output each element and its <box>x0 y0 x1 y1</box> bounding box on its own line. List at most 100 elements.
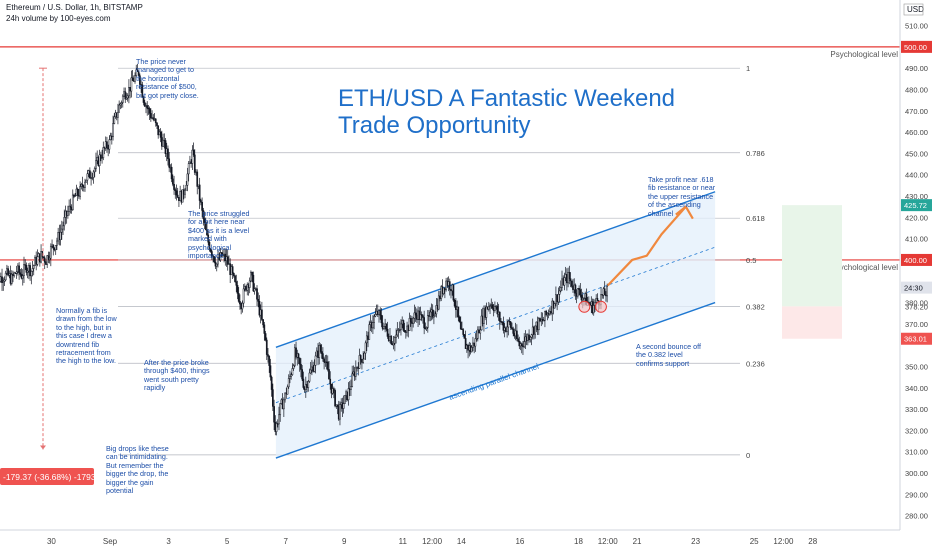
price-badge <box>901 40 932 53</box>
candle-body <box>453 299 456 307</box>
candle-body <box>217 257 219 265</box>
note-break-400: After the price broke through $400, thin… <box>144 358 210 393</box>
candle-body <box>433 315 435 318</box>
candle-body <box>113 116 116 124</box>
candle-body <box>175 190 178 196</box>
candle-body <box>263 324 266 334</box>
ascending-channel[interactable]: ascending parallel channel <box>275 191 716 459</box>
candle-body <box>204 222 207 231</box>
time-axis[interactable]: 30 Sep 3 5 7 9 11 12:00 14 16 18 12:00 21 23 25 12:00 28 <box>47 537 818 546</box>
candle-body <box>232 273 235 277</box>
candle-body <box>56 240 58 246</box>
candle-body <box>167 148 169 160</box>
candle-body <box>326 361 329 370</box>
candle-body <box>268 356 271 366</box>
candle-body <box>300 363 302 370</box>
candle-body <box>506 326 508 332</box>
bounce-marker <box>578 300 591 313</box>
candle-body <box>284 392 286 401</box>
fib-label: 0 <box>746 451 750 460</box>
currency-label: USD <box>907 5 924 14</box>
candle-body <box>261 309 263 320</box>
candle-body <box>168 158 171 168</box>
candle-body <box>544 310 546 321</box>
candle-body <box>373 316 375 323</box>
projection-arrow[interactable] <box>606 205 694 287</box>
price-badge-label: 363.01 <box>904 335 927 344</box>
candle-body <box>121 95 124 103</box>
candle-body <box>511 327 513 330</box>
candle-body <box>118 104 121 113</box>
candle-body <box>558 290 561 295</box>
measure-tool[interactable]: -179.37 (-36.68%) -17937 <box>0 67 101 485</box>
candle-body <box>464 338 467 349</box>
time-tick: 9 <box>342 537 347 546</box>
candle-body <box>596 298 599 301</box>
candle-body <box>569 278 572 282</box>
candle-body <box>290 374 293 377</box>
symbol-title: Ethereum / U.S. Dollar, 1h, BITSTAMP <box>6 3 143 12</box>
candle-body <box>379 310 382 316</box>
candle-body <box>207 234 210 243</box>
candle-body <box>134 75 136 82</box>
candle-body <box>239 301 241 305</box>
candle-body <box>24 264 27 266</box>
candle-body <box>458 316 461 323</box>
candle-body <box>76 188 79 196</box>
candle-body <box>109 135 112 140</box>
candle-body <box>7 268 9 276</box>
candle-body <box>146 105 149 109</box>
candle-body <box>3 279 6 282</box>
note-second-bounce: A second bounce off the 0.382 level conf… <box>636 342 702 368</box>
price-badge <box>901 253 932 266</box>
candle-body <box>174 189 177 191</box>
candle-body <box>181 189 184 203</box>
candle-body <box>381 322 384 329</box>
candle-body <box>603 288 606 296</box>
time-tick: 3 <box>166 537 171 546</box>
candle-body <box>431 309 434 318</box>
candle-body <box>452 284 455 301</box>
price-axis[interactable]: USD 510.00 490.00 480.00 470.00 460.00 450.00 4… <box>0 0 932 531</box>
candle-body <box>162 139 164 147</box>
candle-body <box>494 306 496 311</box>
candle-body <box>476 329 479 339</box>
note-big-drops: Big drops like these can be intimidating… <box>106 444 169 496</box>
candle-body <box>119 103 122 106</box>
candle-body <box>275 423 278 432</box>
candle-body <box>86 173 89 181</box>
time-tick: 30 <box>47 537 56 546</box>
candle-body <box>475 338 478 340</box>
long-position-tool[interactable] <box>782 205 842 339</box>
candle-body <box>1 276 3 283</box>
candle-body <box>251 271 253 276</box>
measure-label: -179.37 (-36.68%) -17937 <box>3 472 101 482</box>
time-tick: 11 <box>399 537 408 546</box>
price-badge-label: 400.00 <box>904 256 927 265</box>
candle-body <box>530 334 533 338</box>
candle-body <box>71 194 74 210</box>
candle-body <box>209 249 212 252</box>
candle-body <box>135 69 138 76</box>
candle-body <box>29 265 31 277</box>
candle-body <box>79 186 81 197</box>
candle-body <box>124 91 127 100</box>
candle-body <box>487 306 490 310</box>
candle-body <box>15 271 18 274</box>
candle-body <box>192 149 195 156</box>
price-tick: 480.00 <box>905 85 928 94</box>
candle-body <box>358 355 361 369</box>
candle-body <box>69 205 72 208</box>
measure-arrow-icon <box>40 445 46 450</box>
candle-body <box>48 257 51 260</box>
time-tick: 12:00 <box>422 537 443 546</box>
candle-body <box>523 341 526 348</box>
candle-body <box>89 170 91 179</box>
price-tick: 490.00 <box>905 64 928 73</box>
price-badge <box>901 199 932 212</box>
price-badge-label: 24:30 <box>904 284 923 293</box>
candle-body <box>308 372 311 382</box>
candle-body <box>193 154 196 173</box>
price-tick: 290.00 <box>905 490 928 499</box>
